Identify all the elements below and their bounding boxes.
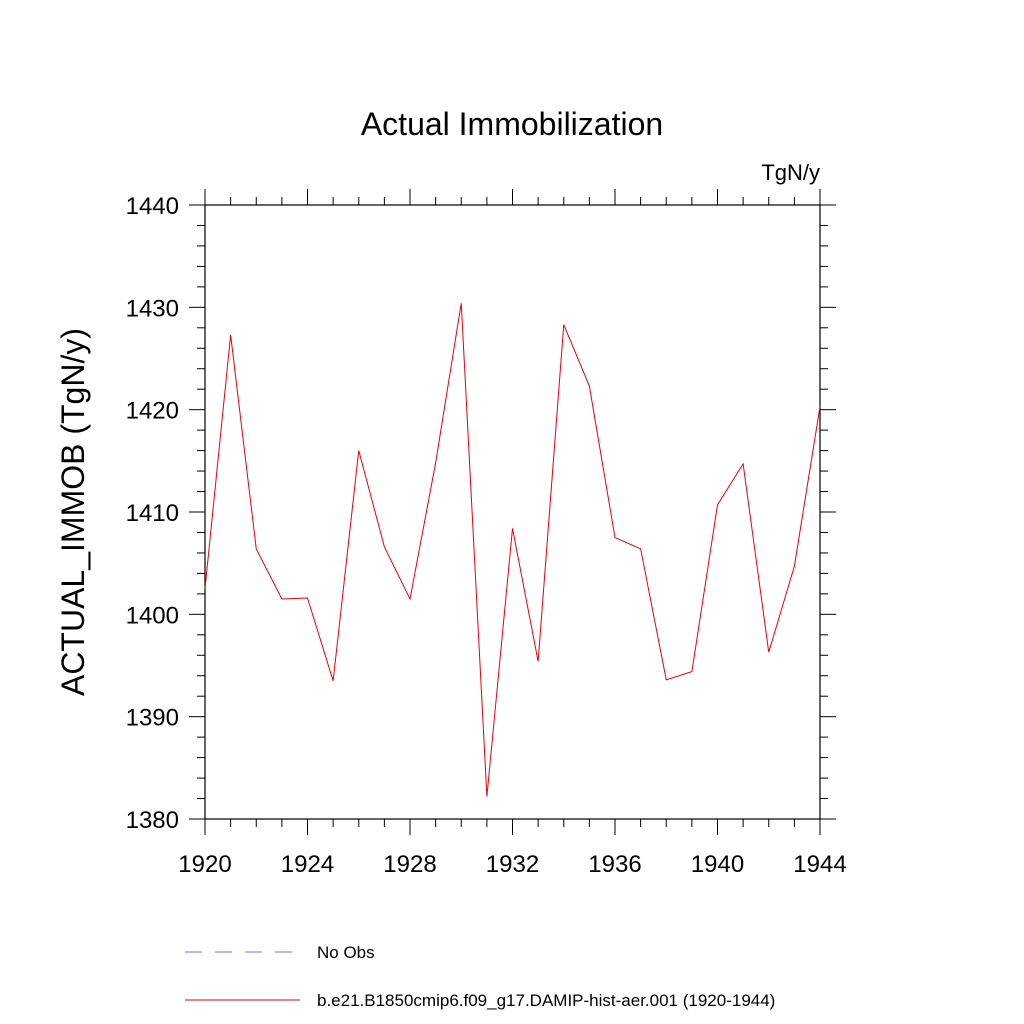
y-tick-label: 1430 xyxy=(126,295,179,322)
x-tick-label: 1944 xyxy=(793,851,846,878)
x-tick-label: 1940 xyxy=(691,851,744,878)
y-tick-label: 1380 xyxy=(126,807,179,834)
legend-label: No Obs xyxy=(317,943,375,962)
chart-title: Actual Immobilization xyxy=(361,106,663,142)
legend: No Obs b.e21.B1850cmip6.f09_g17.DAMIP-his… xyxy=(185,943,775,1010)
x-tick-label: 1924 xyxy=(281,851,334,878)
series-line xyxy=(204,303,821,797)
plot-frame xyxy=(204,204,821,820)
x-tick-label: 1932 xyxy=(486,851,539,878)
y-tick-label: 1420 xyxy=(126,398,179,425)
axis-ticks: 1920 1924 1928 1932 1936 1940 1944 1380 1390 1400… xyxy=(126,189,847,878)
x-tick-label: 1928 xyxy=(383,851,436,878)
y-tick-label: 1410 xyxy=(126,500,179,527)
units-label: TgN/y xyxy=(761,160,820,185)
y-tick-label: 1440 xyxy=(126,193,179,220)
y-axis-label: ACTUAL_IMMOB (TgN/y) xyxy=(55,328,91,696)
legend-label: b.e21.B1850cmip6.f09_g17.DAMIP-hist-aer.… xyxy=(317,991,775,1010)
x-tick-label: 1920 xyxy=(178,851,231,878)
x-tick-label: 1936 xyxy=(588,851,641,878)
series-layer xyxy=(204,303,821,797)
y-tick-label: 1390 xyxy=(126,705,179,732)
y-tick-label: 1400 xyxy=(126,602,179,629)
